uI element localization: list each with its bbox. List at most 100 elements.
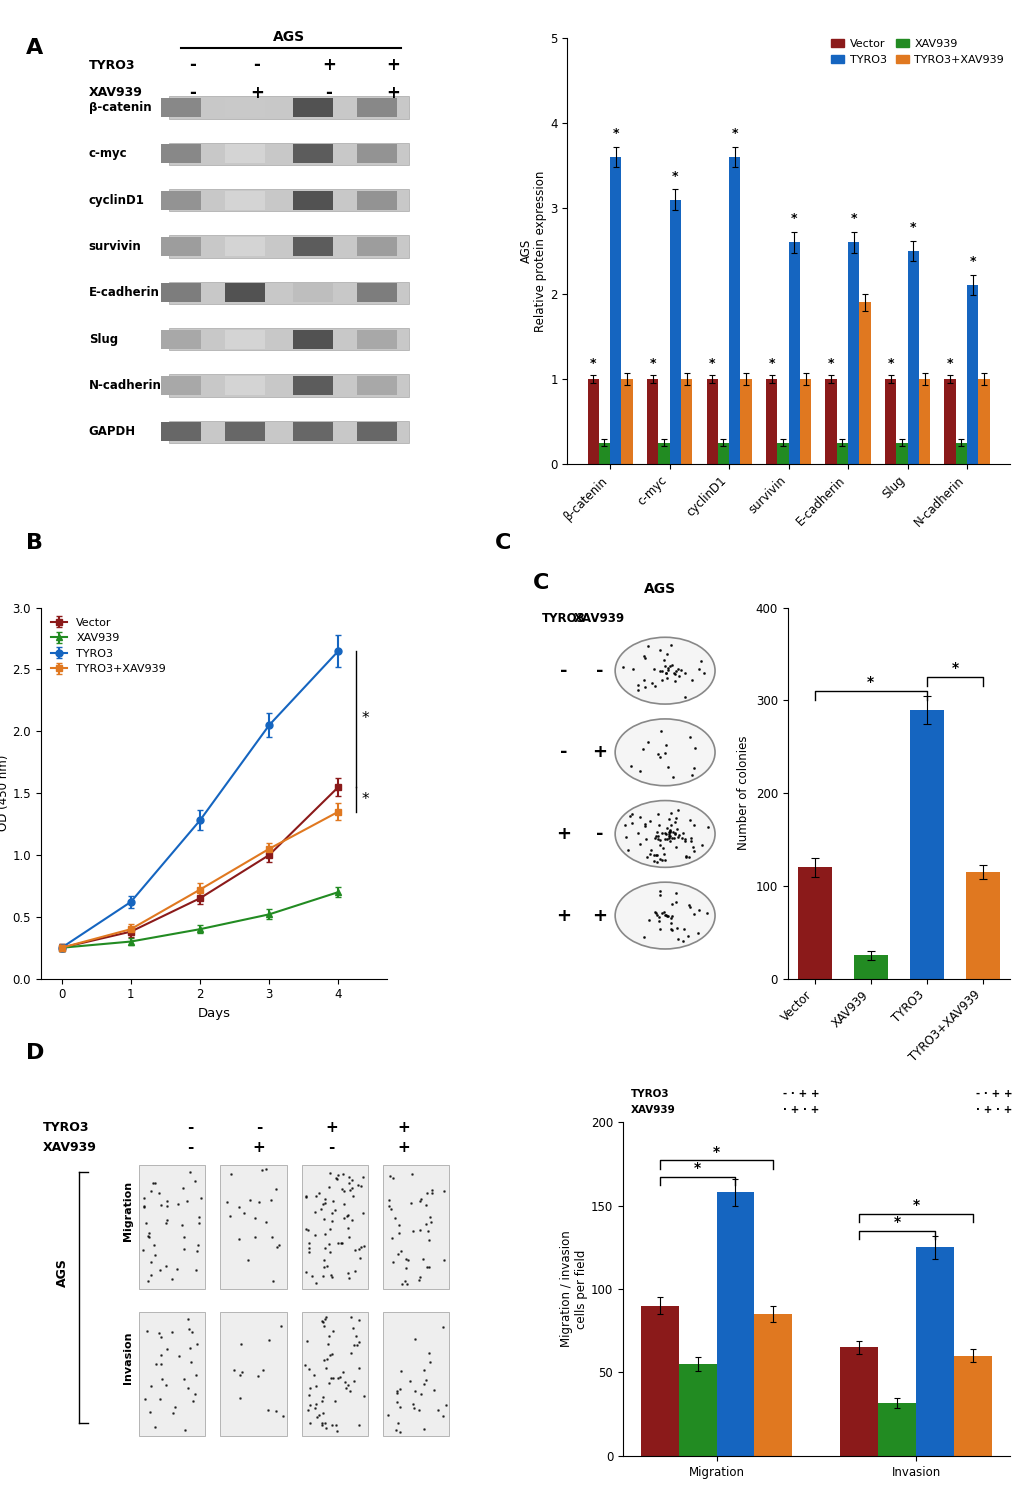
Text: *: * (612, 128, 619, 140)
Text: C: C (532, 573, 548, 593)
Bar (587, 378, 598, 464)
FancyBboxPatch shape (302, 1312, 368, 1436)
Text: +: + (253, 1139, 265, 1154)
FancyBboxPatch shape (292, 98, 332, 117)
Bar (729, 158, 740, 464)
Bar (788, 242, 799, 464)
Bar (799, 378, 810, 464)
Text: -: - (325, 84, 332, 102)
FancyBboxPatch shape (382, 1312, 448, 1436)
Text: *: * (951, 662, 958, 675)
Text: *: * (712, 1145, 719, 1159)
Bar (907, 251, 918, 464)
Text: B: B (25, 533, 43, 552)
FancyBboxPatch shape (357, 144, 396, 164)
FancyBboxPatch shape (382, 1165, 448, 1289)
Text: - · + +: - · + + (975, 1088, 1012, 1099)
FancyBboxPatch shape (161, 144, 201, 164)
Text: cyclinD1: cyclinD1 (89, 194, 145, 207)
Text: -: - (187, 1139, 194, 1154)
Text: -: - (187, 1120, 194, 1135)
Text: -: - (559, 743, 567, 761)
FancyBboxPatch shape (224, 237, 265, 255)
FancyBboxPatch shape (224, 144, 265, 164)
Text: -: - (256, 1120, 262, 1135)
Text: -: - (595, 662, 603, 680)
Bar (918, 378, 929, 464)
FancyBboxPatch shape (139, 1312, 205, 1436)
FancyBboxPatch shape (161, 422, 201, 441)
Bar (824, 378, 836, 464)
FancyBboxPatch shape (169, 329, 409, 350)
Bar (966, 285, 977, 464)
Bar (915, 1247, 954, 1456)
FancyBboxPatch shape (357, 284, 396, 302)
Text: TYRO3: TYRO3 (630, 1088, 668, 1099)
FancyBboxPatch shape (224, 98, 265, 117)
FancyBboxPatch shape (292, 284, 332, 302)
FancyBboxPatch shape (357, 237, 396, 255)
Text: *: * (850, 212, 856, 225)
FancyBboxPatch shape (357, 422, 396, 441)
Text: E-cadherin: E-cadherin (89, 287, 160, 299)
Legend: Vector, XAV939, TYRO3, TYRO3+XAV939: Vector, XAV939, TYRO3, TYRO3+XAV939 (46, 612, 170, 678)
Bar (847, 242, 859, 464)
Bar (944, 378, 955, 464)
Text: +: + (592, 907, 606, 925)
FancyBboxPatch shape (169, 282, 409, 303)
Bar (669, 200, 681, 464)
FancyBboxPatch shape (161, 330, 201, 348)
Ellipse shape (614, 883, 714, 949)
Text: +: + (555, 907, 571, 925)
FancyBboxPatch shape (357, 98, 396, 117)
Ellipse shape (614, 638, 714, 704)
Text: Invasion: Invasion (122, 1331, 132, 1384)
Bar (609, 158, 621, 464)
Text: - · + +: - · + + (782, 1088, 818, 1099)
Text: *: * (649, 357, 655, 369)
Bar (598, 443, 609, 464)
Bar (909, 710, 943, 979)
Text: *: * (946, 357, 953, 369)
FancyBboxPatch shape (357, 191, 396, 210)
Legend: Vector, TYRO3, XAV939, TYRO3+XAV939: Vector, TYRO3, XAV939, TYRO3+XAV939 (825, 35, 1008, 69)
Text: AGS: AGS (643, 582, 675, 596)
FancyBboxPatch shape (292, 330, 332, 348)
FancyBboxPatch shape (161, 237, 201, 255)
Bar (717, 443, 729, 464)
Text: -: - (559, 662, 567, 680)
Ellipse shape (614, 719, 714, 785)
Bar (977, 378, 988, 464)
Text: +: + (386, 84, 399, 102)
FancyBboxPatch shape (169, 236, 409, 258)
Text: D: D (25, 1043, 44, 1063)
Bar (877, 1402, 915, 1456)
Text: TYRO3: TYRO3 (89, 59, 136, 72)
Text: Slug: Slug (89, 333, 118, 345)
Text: AGS: AGS (273, 30, 305, 44)
Text: -: - (595, 826, 603, 844)
Bar (955, 443, 966, 464)
FancyBboxPatch shape (169, 96, 409, 119)
Y-axis label: Number of colonies: Number of colonies (737, 735, 750, 851)
FancyBboxPatch shape (161, 191, 201, 210)
Text: N-cadherin: N-cadherin (89, 378, 162, 392)
FancyBboxPatch shape (169, 143, 409, 165)
Bar (776, 443, 788, 464)
Text: · + · +: · + · + (782, 1105, 818, 1115)
Text: +: + (397, 1139, 411, 1154)
Text: +: + (397, 1120, 411, 1135)
Text: XAV939: XAV939 (43, 1141, 97, 1154)
Text: survivin: survivin (89, 240, 142, 254)
Text: *: * (361, 711, 369, 726)
Text: *: * (887, 357, 893, 369)
Text: *: * (909, 221, 916, 234)
Text: AGS: AGS (56, 1258, 68, 1286)
Text: *: * (968, 255, 975, 269)
FancyBboxPatch shape (224, 191, 265, 210)
FancyBboxPatch shape (292, 237, 332, 255)
Bar (797, 868, 830, 979)
Bar (715, 1192, 754, 1456)
FancyBboxPatch shape (292, 144, 332, 164)
FancyBboxPatch shape (224, 284, 265, 302)
